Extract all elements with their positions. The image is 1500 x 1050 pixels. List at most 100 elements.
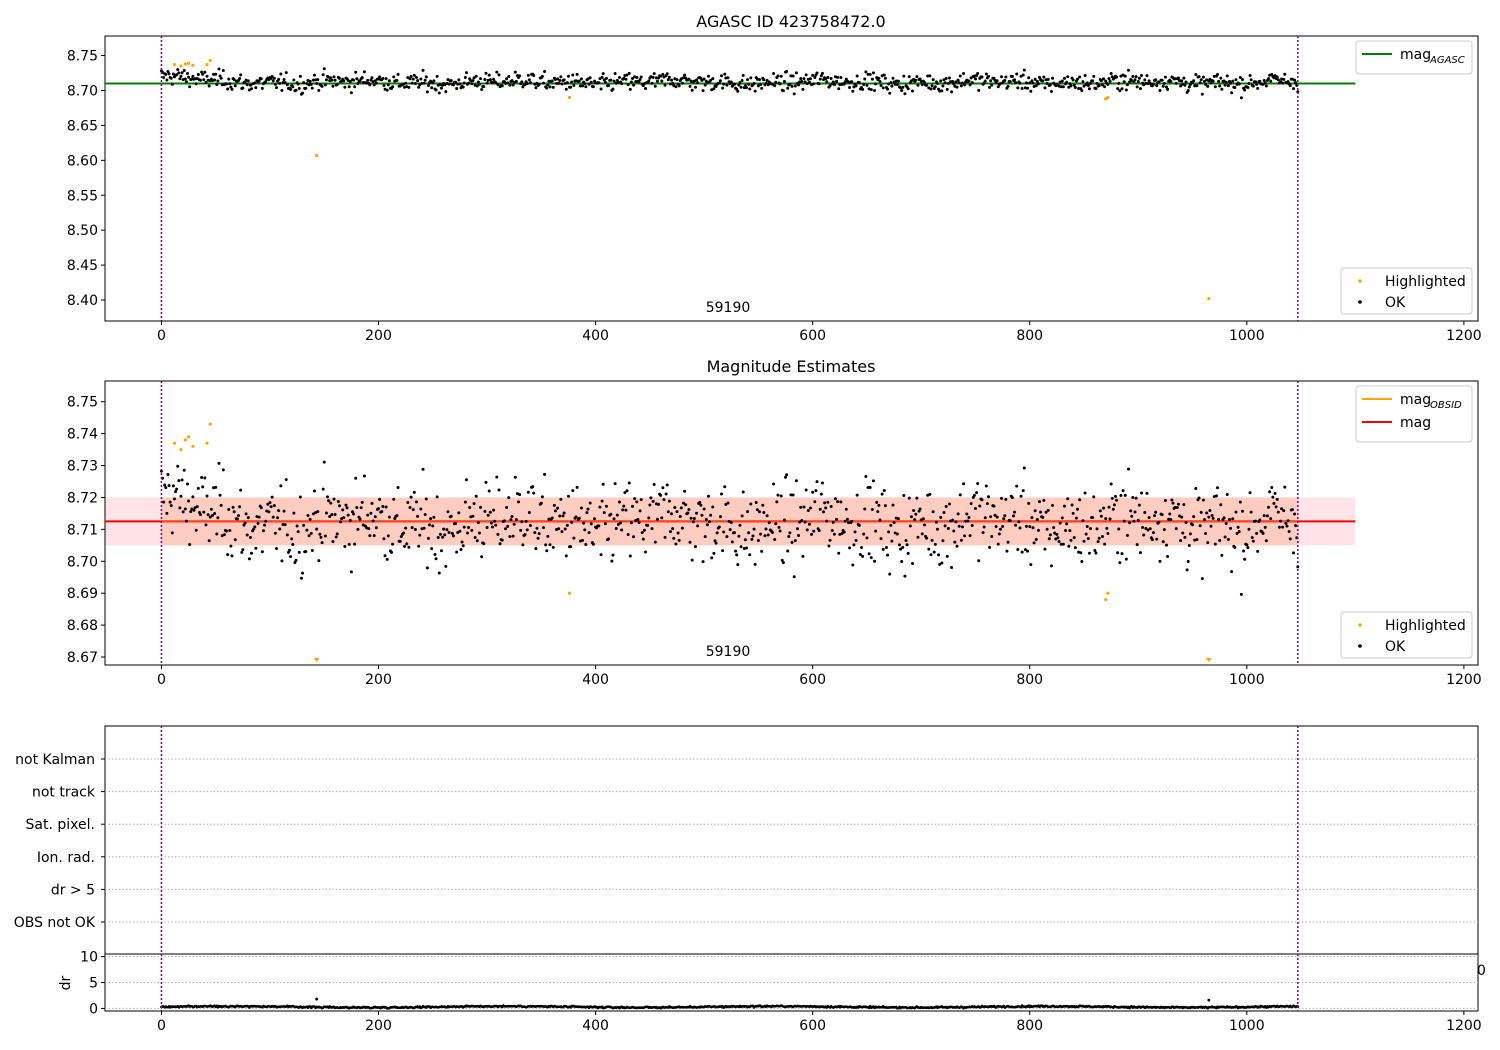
ok-point bbox=[570, 520, 574, 524]
ok-point bbox=[1021, 73, 1025, 77]
ok-point bbox=[1035, 79, 1039, 83]
ok-point bbox=[1102, 77, 1106, 81]
y-tick-label: 8.74 bbox=[67, 427, 98, 443]
ok-point bbox=[324, 78, 328, 82]
ok-point bbox=[702, 507, 706, 511]
ok-point bbox=[663, 535, 667, 539]
ok-point bbox=[1004, 75, 1008, 79]
ok-point bbox=[916, 83, 920, 87]
ok-point bbox=[928, 74, 932, 78]
ok-point bbox=[378, 75, 382, 79]
ok-point bbox=[667, 75, 671, 79]
ok-point bbox=[626, 532, 630, 536]
ok-point bbox=[1102, 506, 1106, 510]
ok-point bbox=[1255, 531, 1259, 535]
ok-point bbox=[1043, 86, 1047, 90]
ok-point bbox=[950, 90, 954, 94]
ok-point bbox=[331, 84, 335, 88]
ok-point bbox=[398, 539, 402, 543]
ok-point bbox=[513, 70, 517, 74]
ok-point bbox=[1108, 517, 1112, 521]
ok-point bbox=[430, 547, 434, 551]
ok-point bbox=[1008, 80, 1012, 84]
plot-frame bbox=[104, 380, 1479, 666]
ok-point bbox=[334, 535, 338, 539]
ok-point bbox=[360, 500, 364, 504]
ok-point bbox=[337, 504, 341, 508]
ok-point bbox=[815, 71, 819, 75]
ok-point bbox=[514, 518, 518, 522]
ok-point bbox=[1261, 531, 1265, 535]
ok-point bbox=[390, 550, 394, 554]
ok-point bbox=[824, 506, 828, 510]
ok-point bbox=[271, 79, 275, 83]
ok-point bbox=[652, 482, 656, 486]
ok-point bbox=[1034, 537, 1038, 541]
flag-label: dr > 5 bbox=[51, 882, 95, 898]
ok-point bbox=[278, 81, 282, 85]
ok-point bbox=[1166, 554, 1170, 558]
ok-point bbox=[540, 74, 544, 78]
ok-point bbox=[969, 76, 973, 80]
ok-point bbox=[1286, 80, 1290, 84]
ok-point bbox=[343, 85, 347, 89]
ok-point bbox=[1268, 490, 1272, 494]
x-tick-label: 0 bbox=[157, 672, 166, 688]
ok-point bbox=[1127, 68, 1131, 72]
ok-point bbox=[342, 79, 346, 83]
ok-point bbox=[513, 475, 517, 479]
ok-point bbox=[1141, 525, 1145, 529]
ok-point bbox=[455, 86, 459, 90]
ok-point bbox=[233, 538, 237, 542]
ok-point bbox=[790, 540, 794, 544]
ok-point bbox=[680, 526, 684, 530]
ok-point bbox=[1243, 557, 1247, 561]
ok-point bbox=[245, 533, 249, 537]
ok-point bbox=[216, 79, 220, 83]
ok-point bbox=[177, 479, 181, 483]
ok-point bbox=[230, 554, 234, 558]
ok-point bbox=[699, 503, 703, 507]
ok-point bbox=[359, 506, 363, 510]
ok-point bbox=[237, 514, 241, 518]
ok-point bbox=[336, 499, 340, 503]
ok-point bbox=[1201, 75, 1205, 79]
y-tick-label: 5 bbox=[89, 976, 98, 992]
ok-point bbox=[1122, 80, 1126, 84]
ok-point bbox=[752, 527, 756, 531]
ok-point bbox=[196, 486, 200, 490]
ok-point bbox=[830, 528, 834, 532]
legend-label: mag bbox=[1400, 47, 1431, 63]
ok-point bbox=[1285, 524, 1289, 528]
ok-point bbox=[587, 531, 591, 535]
ok-point bbox=[586, 507, 590, 511]
ok-point bbox=[1290, 508, 1294, 512]
ok-point bbox=[624, 508, 628, 512]
ok-point bbox=[466, 531, 470, 535]
ok-point bbox=[498, 542, 502, 546]
ok-point bbox=[869, 556, 873, 560]
legend-label: OK bbox=[1385, 295, 1406, 311]
ok-point bbox=[304, 549, 308, 553]
ok-point bbox=[1044, 510, 1048, 514]
ok-point bbox=[348, 80, 352, 84]
ok-point bbox=[1125, 83, 1129, 87]
ok-point bbox=[807, 80, 811, 84]
ok-point bbox=[354, 476, 358, 480]
ok-point bbox=[421, 68, 425, 72]
ok-point bbox=[332, 497, 336, 501]
ok-point bbox=[294, 88, 298, 92]
ok-point bbox=[1192, 515, 1196, 519]
ok-point bbox=[335, 82, 339, 86]
ok-point bbox=[941, 84, 945, 88]
ok-point bbox=[638, 77, 642, 81]
ok-point bbox=[1217, 518, 1221, 522]
ok-point bbox=[755, 508, 759, 512]
y-tick-label: 8.75 bbox=[67, 395, 98, 411]
ok-point bbox=[965, 512, 969, 516]
ok-point bbox=[283, 80, 287, 84]
ok-point bbox=[1017, 520, 1021, 524]
ok-point bbox=[1186, 559, 1190, 563]
panel-magnitude-estimates: 0 200 400 600 800 1000 12008.678.688.698.708.7… bbox=[67, 380, 1482, 688]
ok-point bbox=[182, 468, 186, 472]
